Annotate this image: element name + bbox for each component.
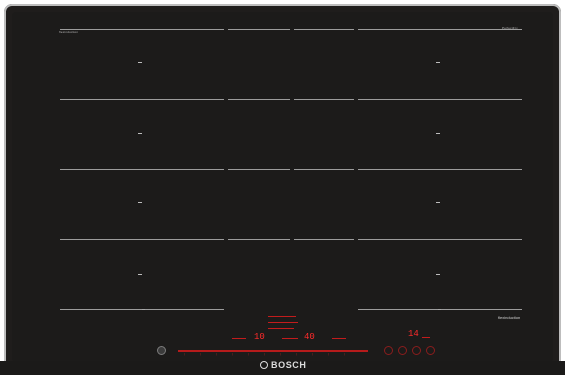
slider-tick-9: |	[312, 352, 313, 356]
power-icon[interactable]	[157, 346, 166, 355]
slider-tick-11: |	[344, 352, 345, 356]
lock-icon[interactable]	[426, 346, 435, 355]
zone-line-r1-c2	[228, 29, 290, 30]
plus-icon[interactable]	[398, 346, 407, 355]
top-right-label: PerfectFry	[502, 26, 518, 30]
slider-tick-8: |	[296, 352, 297, 356]
center-display: 40	[304, 332, 315, 342]
cooktop-glass: flexinduction PerfectFry	[12, 12, 553, 362]
right-indicator	[422, 337, 430, 338]
zone-line-r1-c3	[294, 29, 354, 30]
right-display: 14	[408, 329, 419, 339]
top-left-label: flexinduction	[59, 30, 79, 34]
slider-tick-6: |	[264, 352, 265, 356]
cooktop: flexinduction PerfectFry	[4, 4, 561, 370]
zone-line-r3-c1	[60, 169, 224, 170]
minus-icon[interactable]	[384, 346, 393, 355]
brand-logo: BOSCH	[260, 360, 307, 370]
slider-tick-3: |	[216, 352, 217, 356]
zone-center-r1-left	[138, 62, 142, 63]
zone-line-r1-c1	[60, 29, 224, 30]
control-bar-1	[268, 316, 296, 317]
center-right-indicator	[332, 338, 346, 339]
center-left-indicator	[282, 338, 298, 339]
control-bar-3	[268, 328, 294, 329]
slider-tick-5: |	[248, 352, 249, 356]
slider-tick-10: |	[328, 352, 329, 356]
zone-line-r5-right	[358, 309, 522, 310]
zone-center-r3-left	[138, 202, 142, 203]
zone-line-r2-c3	[294, 99, 354, 100]
zone-line-r3-c3	[294, 169, 354, 170]
control-bar-2	[268, 322, 298, 323]
power-slider-track[interactable]	[178, 350, 368, 352]
zone-center-r1-right	[436, 62, 440, 63]
zone-line-r4-c1	[60, 239, 224, 240]
slider-tick-7: |	[280, 352, 281, 356]
left-small-indicator	[232, 338, 246, 339]
zone-line-r4-c3	[294, 239, 354, 240]
zone-line-r2-c1	[60, 99, 224, 100]
slider-tick-1: |	[184, 352, 185, 356]
zone-line-r3-c4	[358, 169, 522, 170]
zone-center-r4-right	[436, 274, 440, 275]
zone-line-r1-c4	[358, 29, 522, 30]
zone-center-r3-right	[436, 202, 440, 203]
cooktop-bottom-strip	[0, 361, 565, 375]
zone-center-r2-left	[138, 133, 142, 134]
zone-line-r5-left	[60, 309, 224, 310]
bosch-logo-icon	[260, 361, 268, 369]
zone-line-r3-c2	[228, 169, 290, 170]
zone-line-r4-c4	[358, 239, 522, 240]
slider-tick-4: |	[232, 352, 233, 356]
zone-line-r2-c2	[228, 99, 290, 100]
zone-center-r4-left	[138, 274, 142, 275]
zone-line-r2-c4	[358, 99, 522, 100]
zone-center-r2-right	[436, 133, 440, 134]
brand-name: BOSCH	[271, 360, 307, 370]
left-display: 10	[254, 332, 265, 342]
timer-icon[interactable]	[412, 346, 421, 355]
bottom-right-label: flexinduction	[498, 315, 521, 320]
bottom-left-zone-marker: ―	[142, 307, 146, 311]
zone-line-r4-c2	[228, 239, 290, 240]
slider-tick-2: |	[200, 352, 201, 356]
bottom-right-zone-marker: ―	[438, 307, 442, 311]
